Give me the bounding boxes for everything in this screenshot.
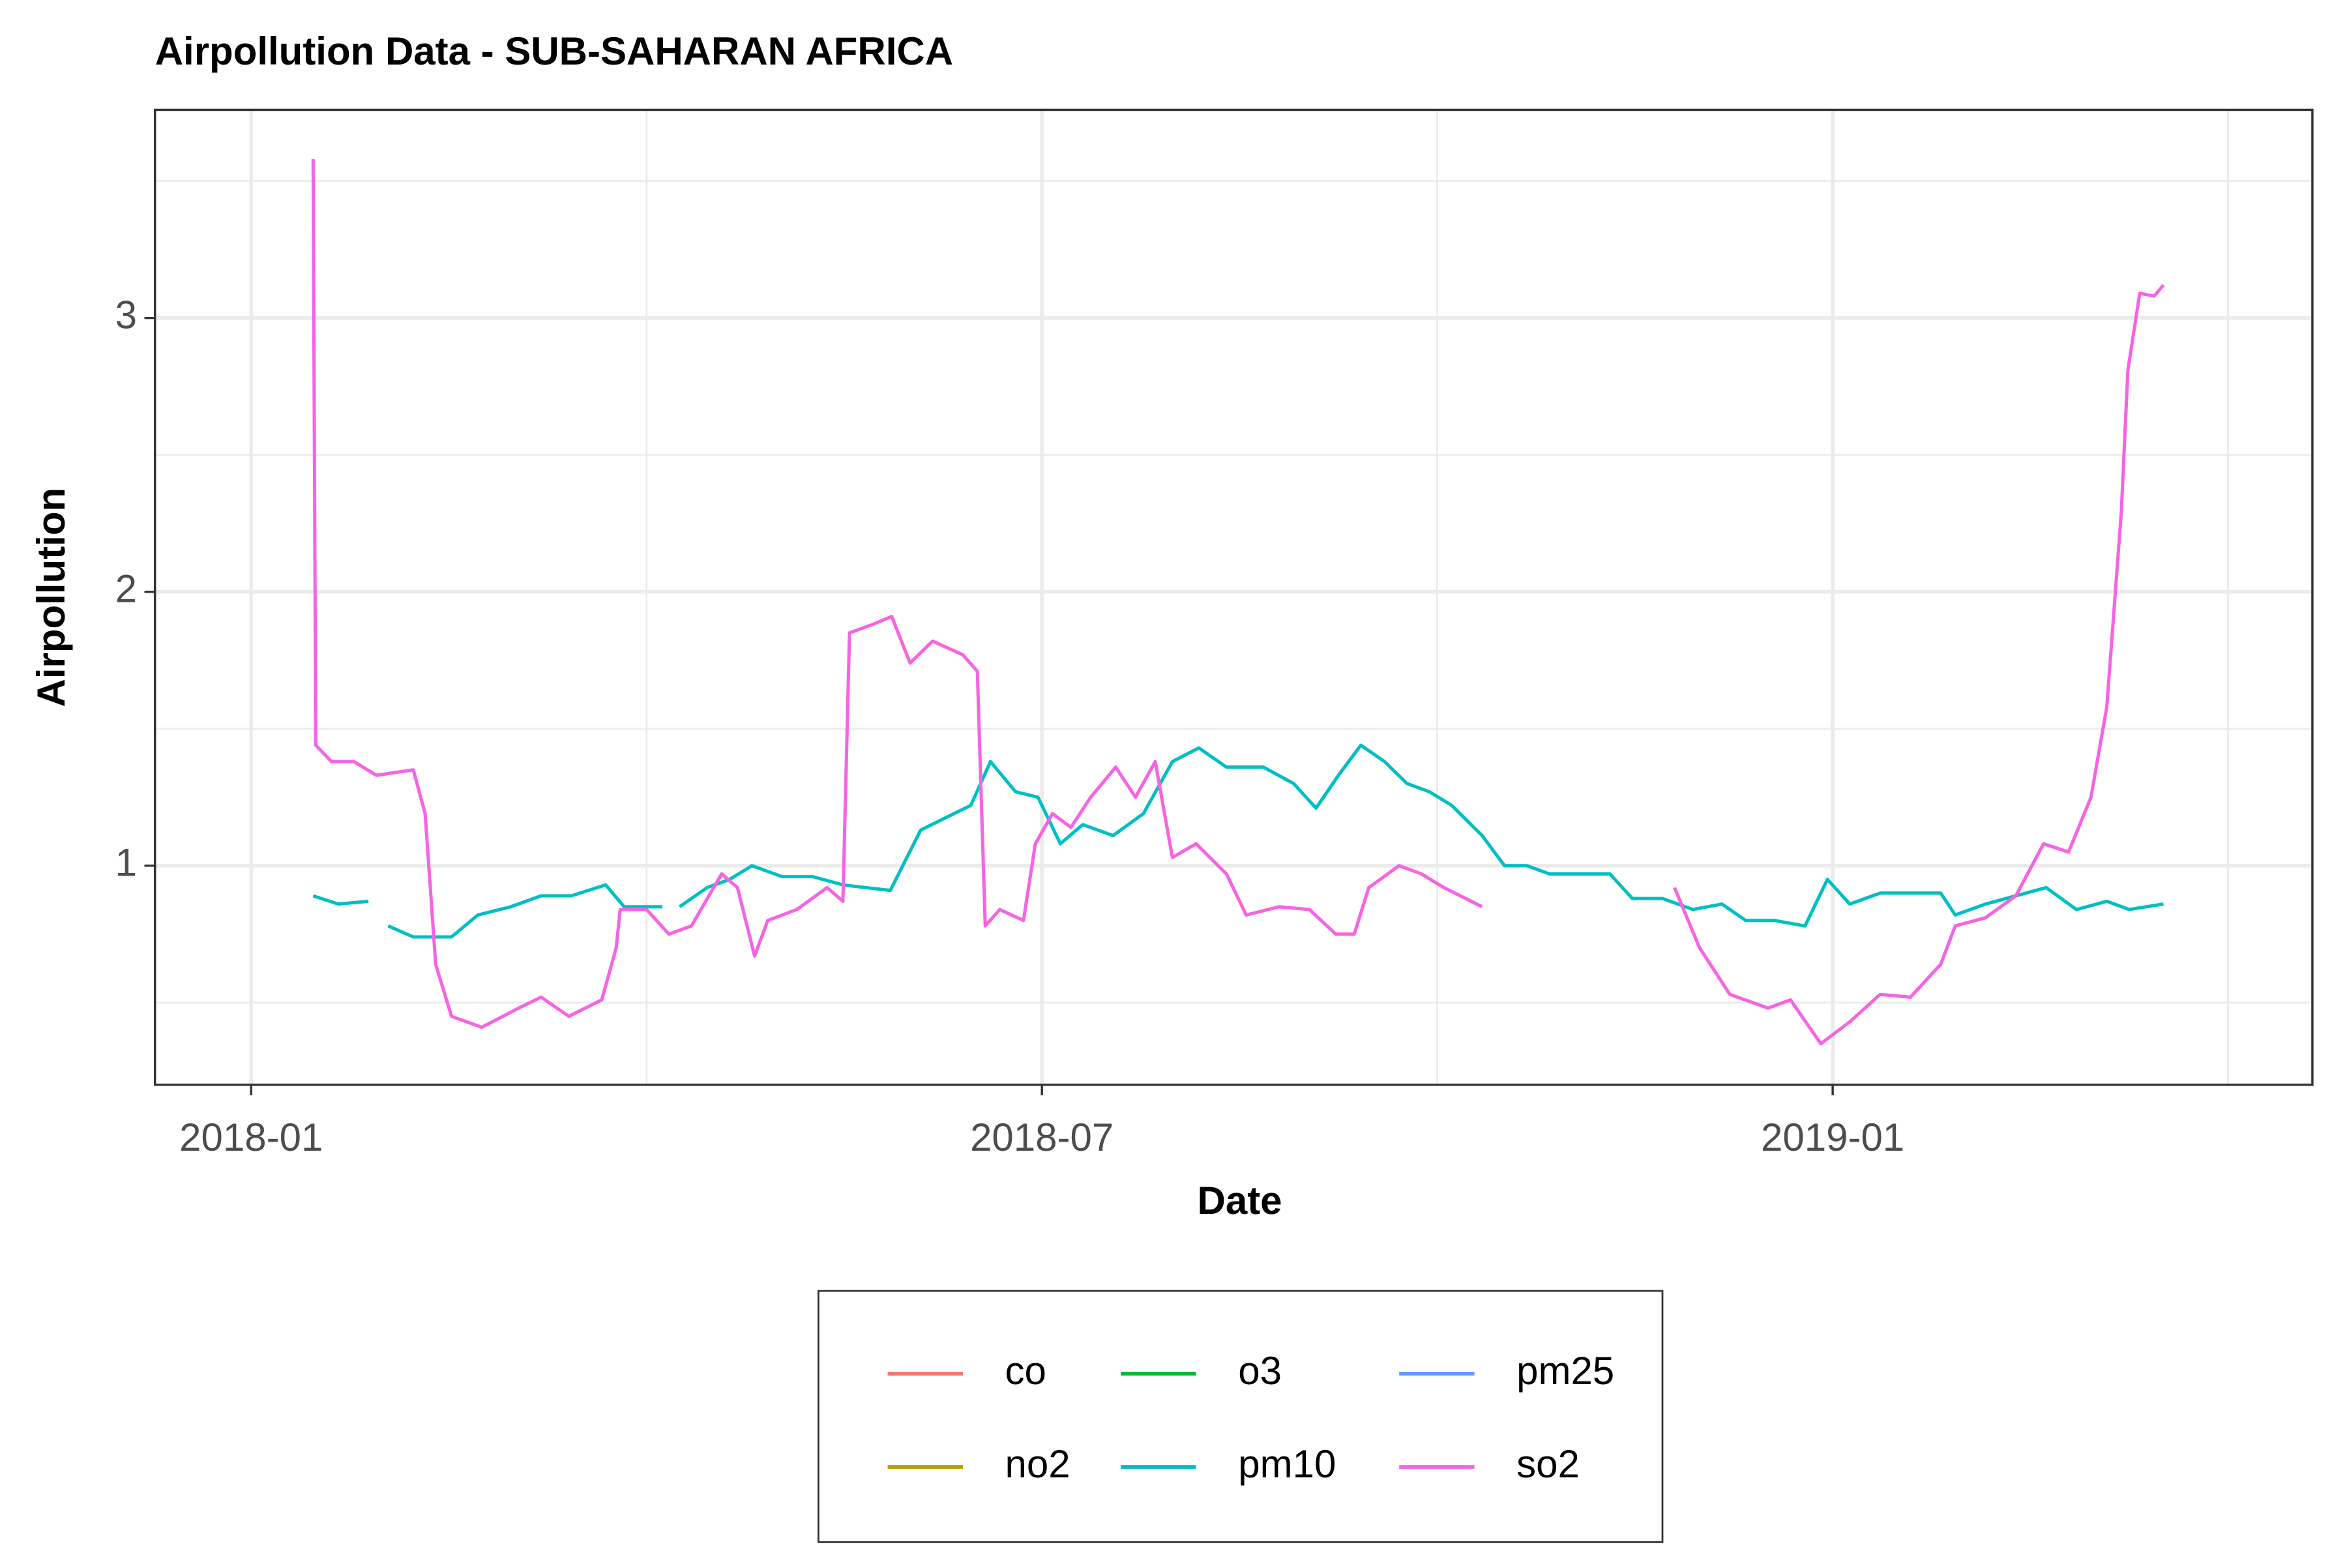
- x-tick-label: 2018-07: [970, 1116, 1114, 1159]
- y-axis-label: Airpollution: [29, 488, 73, 707]
- series-line: [312, 894, 369, 906]
- y-tick-label: 3: [115, 293, 137, 337]
- chart-title: Airpollution Data - SUB-SAHARAN AFRICA: [155, 29, 953, 73]
- plot-border: [153, 108, 2314, 1086]
- legend-label: co: [1005, 1349, 1046, 1393]
- series-line: [311, 159, 1483, 1029]
- series-line: [678, 743, 2164, 928]
- series-line: [1673, 284, 2165, 1046]
- x-tick-label: 2019-01: [1761, 1116, 1904, 1159]
- x-axis-label: Date: [1198, 1179, 1282, 1222]
- legend-label: no2: [1005, 1442, 1070, 1486]
- legend-label: pm10: [1238, 1442, 1336, 1486]
- y-tick-label: 1: [115, 841, 137, 885]
- legend-label: so2: [1516, 1442, 1580, 1486]
- legend-label: pm25: [1516, 1349, 1614, 1393]
- legend-box: [818, 1290, 1664, 1543]
- legend-label: o3: [1238, 1349, 1282, 1393]
- x-tick-label: 2018-01: [179, 1116, 323, 1159]
- y-tick-label: 2: [115, 567, 137, 611]
